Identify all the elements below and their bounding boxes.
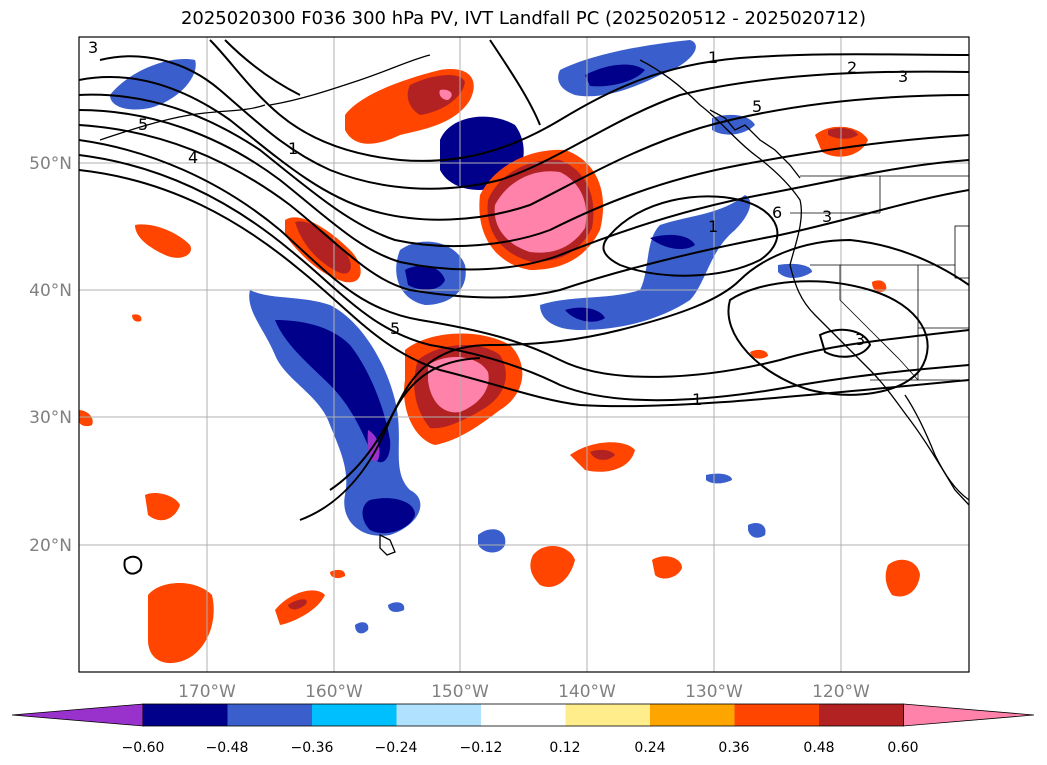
positive-anomaly-northwest (135, 69, 868, 283)
colorbar-cell (734, 704, 820, 726)
contour-line (79, 154, 969, 402)
latitude-labels: 50°N 40°N 30°N 20°N (29, 154, 72, 556)
colorbar-tick-label: −0.24 (375, 740, 418, 756)
contour-label: 1 (708, 217, 718, 236)
contour-label: 4 (188, 148, 198, 167)
contour-label: 3 (822, 207, 832, 226)
contour-label: 5 (390, 319, 400, 338)
contour-label: 3 (855, 330, 865, 349)
north-america-coastline (639, 59, 969, 506)
lat-label-50n: 50°N (29, 154, 72, 174)
bc-island-coast (709, 109, 801, 179)
colorbar-cell (819, 704, 904, 726)
contour-line (79, 169, 969, 408)
colorbar-tick-label: 0.36 (718, 740, 749, 756)
colorbar-extend-min (11, 703, 144, 727)
colorbar-tick-label: −0.60 (122, 740, 165, 756)
colorbar-cell (227, 704, 313, 726)
lon-label-170w: 170°W (178, 682, 236, 702)
contour-label: 3 (898, 67, 908, 86)
utah-outline (954, 225, 969, 279)
contour-label: 1 (288, 139, 298, 158)
contour-line (602, 195, 779, 277)
positive-anomaly-south (79, 280, 920, 664)
colorbar-tick-label: −0.12 (460, 740, 503, 756)
contour-line (99, 55, 969, 190)
lat-label-30n: 30°N (29, 408, 72, 428)
lat-label-40n: 40°N (29, 281, 72, 301)
colorbar-tick-label: −0.36 (291, 740, 334, 756)
colorbar-frame (142, 703, 904, 727)
contour-line (79, 76, 969, 221)
coastlines (99, 54, 969, 556)
contour-label: 5 (752, 97, 762, 116)
baja-california-coast (904, 394, 969, 501)
colorbar-tick-label: −0.48 (206, 740, 249, 756)
contour-line (818, 328, 872, 358)
colorbar-cell (650, 704, 735, 726)
ca-nv-border (839, 265, 919, 381)
colorbar-cell (481, 704, 566, 726)
colorbar-cell (565, 704, 651, 726)
negative-anomaly-central-pacific (249, 290, 421, 536)
colorbar-cells (11, 703, 1035, 727)
colorbar-cell (143, 704, 228, 726)
contour-line (489, 39, 541, 126)
ivt-contours (79, 39, 969, 575)
longitude-labels: 170°W 160°W 150°W 140°W 130°W 120°W (178, 682, 870, 702)
contour-line (123, 555, 143, 575)
lon-label-140w: 140°W (558, 682, 616, 702)
colorbar-tick-label: 0.12 (549, 740, 580, 756)
contour-line (224, 39, 301, 96)
contour-line (209, 39, 969, 162)
state-borders (790, 175, 969, 381)
lon-label-150w: 150°W (431, 682, 489, 702)
map-frame (78, 36, 970, 673)
lon-label-160w: 160°W (305, 682, 363, 702)
colorbar-tick-label: 0.60 (887, 740, 918, 756)
colorbar-tick-label: 0.24 (634, 740, 665, 756)
map-title: 2025020300 F036 300 hPa PV, IVT Landfall… (180, 8, 867, 29)
colorbar-cell (312, 704, 397, 726)
graticule (79, 37, 969, 672)
hawaii-island (379, 533, 396, 556)
alaska-aleutian-coast (269, 54, 431, 106)
aleutian-islands (99, 104, 266, 141)
contour-line (79, 93, 969, 248)
lat-label-20n: 20°N (29, 536, 72, 556)
contour-label: 1 (708, 48, 718, 67)
contour-label: 6 (772, 203, 782, 222)
lon-label-120w: 120°W (812, 682, 870, 702)
contour-label: 5 (138, 115, 148, 134)
contour-line (299, 357, 481, 521)
contour-line (727, 280, 929, 396)
lon-label-130w: 130°W (685, 682, 743, 702)
colorbar-tick-label: 0.48 (803, 740, 834, 756)
pv-shading (79, 40, 920, 664)
contour-label: 2 (847, 58, 857, 77)
contour-labels: 1 2 3 5 6 3 5 4 3 1 5 1 3 1 (88, 38, 908, 409)
colorbar: −0.60 −0.48 −0.36 −0.24 −0.12 0.12 0.24 … (11, 703, 1035, 756)
contour-line (79, 139, 969, 378)
colorbar-extend-max (903, 703, 1035, 727)
contour-label: 1 (692, 390, 702, 409)
negative-anomaly-gulf (396, 116, 751, 330)
colorbar-ticks: −0.60 −0.48 −0.36 −0.24 −0.12 0.12 0.24 … (122, 740, 919, 756)
contour-label: 3 (88, 38, 98, 57)
colorbar-cell (396, 704, 482, 726)
contour-line (79, 109, 969, 271)
